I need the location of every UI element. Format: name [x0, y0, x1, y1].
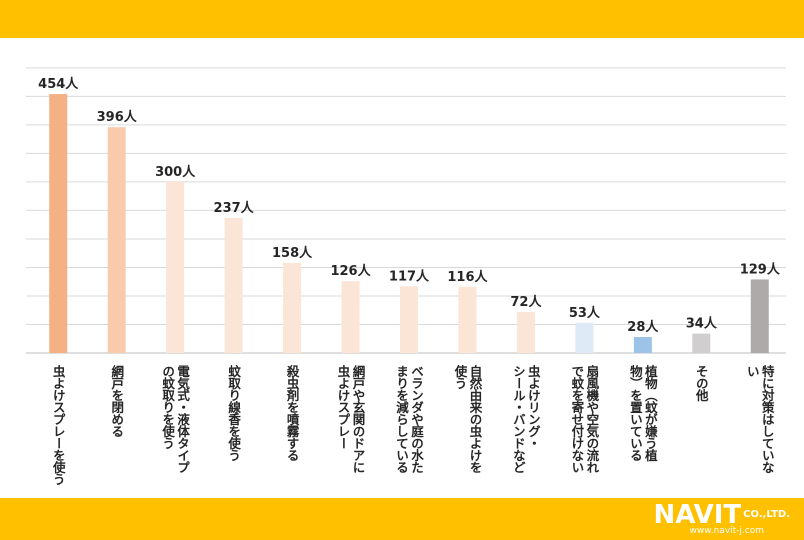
data-label: 454人 [38, 76, 79, 92]
category-label-line: 蚊取り線香を使う [226, 364, 241, 461]
category-label: その他 [694, 365, 709, 402]
bar [107, 127, 126, 354]
bar [575, 322, 594, 353]
category-label: 網戸を閉める [109, 364, 124, 437]
data-label: 129人 [740, 261, 781, 277]
bar [341, 281, 360, 353]
logo-name: NAVIT [653, 500, 742, 530]
bar [283, 262, 302, 353]
category-label-line: 物）を置いている [628, 364, 643, 461]
bar [400, 286, 418, 353]
category-label: 蚊取り線香を使う [226, 364, 241, 461]
category-label-line: ベランダや庭の水た [409, 365, 424, 473]
category-label-line: 虫よけスプレーを使う [51, 364, 66, 485]
category-label-line: 特に対策はしていな [760, 364, 775, 474]
data-label: 117人 [389, 268, 430, 284]
category-label: 虫よけリング・シール・バンドなど [511, 364, 541, 473]
bar [458, 286, 477, 353]
bar [49, 94, 68, 353]
category-label-line: 自然由来の虫よけを [467, 364, 482, 473]
data-label: 34人 [686, 316, 718, 332]
category-label-line: い [745, 365, 760, 377]
category-label-line: 電気式・液体タイプ [175, 365, 190, 473]
bar [750, 279, 769, 353]
category-label-line: 網戸を閉める [109, 364, 124, 437]
bar [692, 333, 711, 353]
category-label-line: 使う [452, 364, 467, 389]
data-label: 116人 [447, 269, 488, 285]
data-label: 300人 [155, 164, 196, 180]
category-label-line: 扇風機や空気の流れ [584, 364, 599, 473]
data-label: 28人 [627, 319, 659, 335]
category-label-line: の蚊取りを使う [160, 365, 175, 449]
navit-logo: NAVIT CO.,LTD. www.navit-j.com [653, 500, 790, 536]
data-label: 126人 [330, 263, 371, 279]
category-label: 虫よけスプレーを使う [51, 364, 66, 485]
category-label-line: 殺虫剤を噴霧する [285, 364, 300, 461]
bar [516, 311, 535, 353]
category-label-line: 虫よけリング・ [526, 364, 541, 449]
logo-suffix: CO.,LTD. [743, 509, 790, 520]
logo-url: www.navit-j.com [689, 526, 765, 536]
category-label-line: 植物（蚊が嫌う植 [643, 364, 658, 462]
data-label: 237人 [214, 200, 255, 216]
category-label-line: その他 [694, 365, 709, 402]
bar [224, 217, 243, 353]
category-label-line: まりを減らしている [394, 365, 409, 473]
category-label-line: 網戸や玄関のドアに [351, 364, 366, 473]
bottom-banner [0, 498, 804, 540]
category-label-line: で蚊を寄せ付けない [569, 365, 584, 473]
bar [166, 181, 185, 353]
category-label-line: シール・バンドなど [511, 365, 526, 473]
data-label: 53人 [569, 305, 601, 321]
top-banner [0, 0, 804, 38]
data-label: 72人 [510, 294, 542, 310]
category-label-line: 虫よけスプレー [336, 364, 351, 449]
data-label: 158人 [272, 245, 313, 261]
data-label: 396人 [97, 109, 138, 125]
category-label: 殺虫剤を噴霧する [285, 364, 300, 461]
bar [633, 337, 652, 353]
